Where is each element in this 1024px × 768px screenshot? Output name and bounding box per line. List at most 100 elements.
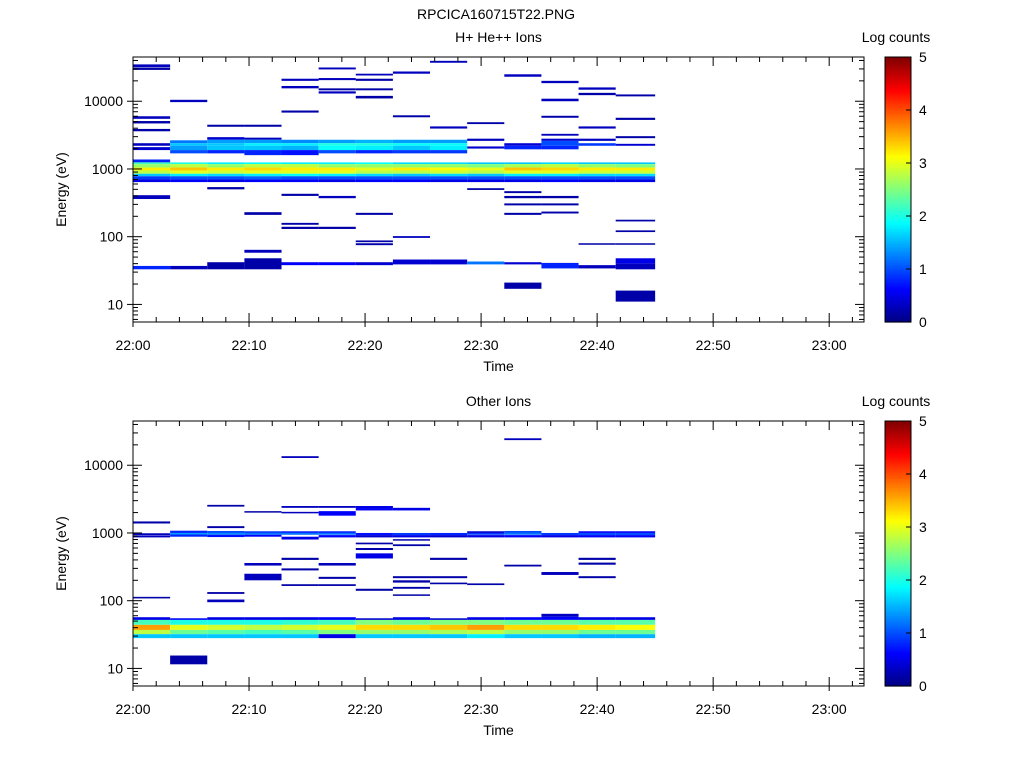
heatmap-cell (541, 634, 579, 639)
colorbar-segment (885, 167, 911, 171)
x-tick-label: 22:00 (115, 701, 150, 717)
colorbar-segment (885, 151, 911, 155)
heatmap-cell (355, 73, 393, 76)
heatmap-cell (318, 164, 356, 168)
colorbar-segment (885, 136, 911, 140)
heatmap-cell (244, 511, 282, 513)
colorbar-segment (885, 165, 911, 169)
colorbar-segment (885, 266, 911, 270)
heatmap-cell (504, 564, 542, 567)
colorbar-segment (885, 436, 911, 440)
heatmap-cell (207, 504, 245, 507)
heatmap-cell (355, 506, 393, 509)
colorbar-segment (885, 76, 911, 80)
colorbar-segment (885, 564, 911, 568)
colorbar-segment (885, 231, 911, 235)
colorbar-segment (885, 429, 911, 433)
colorbar-segment (885, 546, 911, 550)
colorbar-segment (885, 160, 911, 164)
heatmap-cell (615, 94, 656, 97)
colorbar-segment (885, 282, 911, 286)
colorbar-segment (885, 580, 911, 583)
y-tick-label: 10 (107, 296, 123, 312)
colorbar-segment (885, 209, 911, 213)
heatmap-cell (430, 126, 468, 129)
heatmap-cell (133, 176, 171, 180)
heatmap-cell (504, 195, 542, 199)
colorbar-segment (885, 628, 911, 632)
colorbar-segment (885, 560, 911, 563)
colorbar-segment (885, 138, 911, 142)
y-tick-label: 10000 (84, 93, 123, 109)
colorbar-segment (885, 191, 911, 195)
heatmap-cell (430, 150, 468, 154)
heatmap-cell (504, 162, 542, 165)
heatmap-cell (541, 173, 579, 177)
heatmap-cell (244, 137, 282, 140)
colorbar-segment (885, 140, 911, 144)
colorbar-segment (885, 251, 911, 255)
colorbar-segment (885, 224, 911, 228)
heatmap-cell (281, 179, 319, 183)
colorbar-segment (885, 81, 911, 85)
heatmap-cell (281, 193, 319, 196)
heatmap-cell (318, 88, 356, 91)
heatmap-cell (133, 143, 171, 146)
heatmap-cell (355, 212, 393, 215)
colorbar-tick-label: 2 (919, 208, 927, 224)
heatmap-cell (392, 71, 431, 74)
heatmap-cell (207, 624, 245, 630)
heatmap-cell (281, 536, 319, 540)
colorbar-segment (885, 535, 911, 539)
heatmap-cell (392, 145, 431, 151)
heatmap-cell (244, 532, 282, 535)
heatmap-cell (133, 617, 171, 620)
heatmap-cell (244, 173, 282, 177)
colorbar-segment (885, 293, 911, 297)
heatmap-cell (504, 535, 542, 538)
heatmap-cell (244, 179, 282, 183)
heatmap-cell (318, 139, 356, 144)
colorbar-segment (885, 61, 911, 65)
colorbar-segment (885, 562, 911, 566)
heatmap-cell (207, 634, 245, 639)
colorbar-segment (885, 577, 911, 581)
heatmap-cell (244, 145, 282, 151)
heatmap-cell (207, 170, 245, 174)
colorbar-segment (885, 421, 911, 424)
colorbar-segment (885, 644, 911, 647)
heatmap-cell (615, 143, 656, 146)
colorbar-segment (885, 174, 911, 177)
colorbar-segment (885, 538, 911, 541)
heatmap-cell (281, 170, 319, 174)
x-tick-label: 22:00 (115, 337, 150, 353)
heatmap-cell (578, 92, 616, 96)
heatmap-cell (207, 173, 245, 177)
heatmap-cell (541, 613, 579, 617)
heatmap-cell (318, 506, 356, 508)
heatmap-cell (578, 179, 616, 183)
heatmap-cell (244, 143, 282, 146)
x-axis: 22:00 22:10 22:20 22:30 22:40 22:50 23:00 (115, 57, 853, 353)
colorbar-segment (885, 668, 911, 672)
colorbar-segment (885, 220, 911, 224)
heatmap-cell (355, 535, 393, 538)
heatmap-cell (170, 140, 208, 144)
heatmap-cell (541, 138, 579, 141)
heatmap-cell (281, 176, 319, 180)
x-tick-label: 22:10 (232, 337, 267, 353)
heatmap-cell (615, 117, 656, 120)
heatmap-cell (318, 262, 356, 266)
heatmap-cell (170, 619, 208, 625)
heatmap-cell (504, 212, 542, 215)
colorbar-segment (885, 182, 911, 186)
colorbar-segment (885, 469, 911, 473)
heatmap-cell (170, 618, 208, 620)
colorbar-segment (885, 127, 911, 131)
heatmap-cell (133, 619, 171, 625)
colorbar-segment (885, 423, 911, 427)
colorbar-segment (885, 229, 911, 233)
heatmap-cell (133, 195, 171, 200)
colorbar-segment (885, 277, 911, 281)
heatmap-cell (504, 619, 542, 625)
